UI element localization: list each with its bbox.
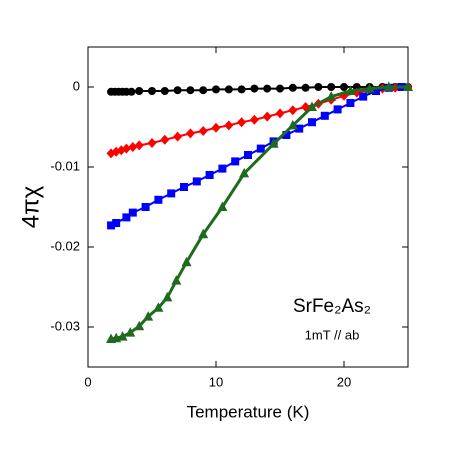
x-tick-label: 20 [337, 374, 351, 389]
data-point [288, 105, 298, 116]
data-point [122, 213, 131, 222]
data-point [320, 111, 329, 120]
y-tick-label: -0.02 [50, 238, 80, 253]
data-point [288, 83, 297, 92]
data-point [198, 228, 209, 239]
data-point [134, 140, 144, 151]
data-point [340, 83, 348, 91]
data-point [143, 311, 154, 321]
data-point [217, 201, 228, 211]
data-point [121, 143, 131, 154]
data-point [167, 189, 176, 198]
data-point [160, 87, 169, 95]
data-point [372, 87, 380, 95]
data-point [359, 92, 368, 101]
data-point [308, 118, 316, 127]
data-point [244, 151, 252, 159]
data-point [301, 83, 310, 92]
data-point [147, 138, 157, 148]
y-tick-label: -0.03 [50, 318, 80, 333]
data-point [154, 195, 163, 204]
data-point [112, 219, 121, 227]
data-point [186, 86, 195, 95]
data-point [295, 124, 304, 133]
data-point [364, 83, 375, 93]
data-point [237, 85, 246, 94]
data-point [383, 81, 394, 91]
data-point [256, 144, 265, 153]
data-point [141, 203, 150, 211]
data-point [250, 84, 259, 93]
data-point [307, 101, 317, 111]
data-point [237, 117, 247, 128]
data-point [180, 183, 188, 191]
y-tick-label: -0.01 [50, 158, 80, 173]
data-point [212, 85, 220, 94]
data-point [117, 331, 128, 341]
data-point [224, 120, 234, 131]
data-point [314, 83, 323, 91]
data-point [171, 275, 182, 285]
x-axis-label: Temperature (K) [187, 402, 310, 421]
series-line [110, 86, 402, 227]
data-point [181, 256, 192, 267]
data-point [173, 86, 182, 95]
x-tick-label: 10 [209, 374, 223, 389]
data-point [326, 91, 337, 101]
data-point [263, 84, 272, 93]
y-tick-label: 0 [73, 78, 80, 93]
data-point [134, 320, 145, 331]
data-point [185, 128, 195, 139]
data-point [211, 122, 221, 133]
data-point [135, 87, 144, 95]
data-point [153, 302, 164, 312]
annotation: 1mT // ab [305, 327, 360, 342]
data-point [107, 221, 116, 230]
data-point [231, 157, 240, 166]
data-point [160, 134, 170, 145]
data-point [327, 83, 336, 91]
data-point [333, 105, 342, 114]
data-point [127, 87, 136, 96]
data-point [173, 131, 183, 142]
data-point [275, 108, 285, 119]
data-point [268, 138, 279, 148]
data-point [287, 119, 298, 130]
plot-frame [87, 46, 409, 368]
data-point [198, 126, 208, 136]
data-point [224, 85, 233, 94]
data-point [345, 85, 356, 95]
data-point [249, 114, 259, 125]
data-point [199, 86, 208, 95]
data-point [346, 99, 355, 107]
data-point [192, 177, 201, 186]
data-point [276, 84, 284, 93]
data-point [128, 142, 138, 152]
annotation: SrFe₂As₂ [293, 296, 371, 317]
data-point [148, 87, 156, 95]
data-point [262, 111, 272, 122]
data-point [125, 327, 136, 337]
y-axis-label: 4πχ [17, 185, 44, 228]
data-point [162, 291, 173, 302]
data-point [403, 81, 413, 91]
data-point [128, 208, 137, 217]
data-point [239, 167, 250, 178]
data-point [282, 131, 291, 139]
data-point [218, 164, 227, 173]
x-tick-label: 0 [84, 374, 91, 389]
data-point [205, 171, 214, 179]
